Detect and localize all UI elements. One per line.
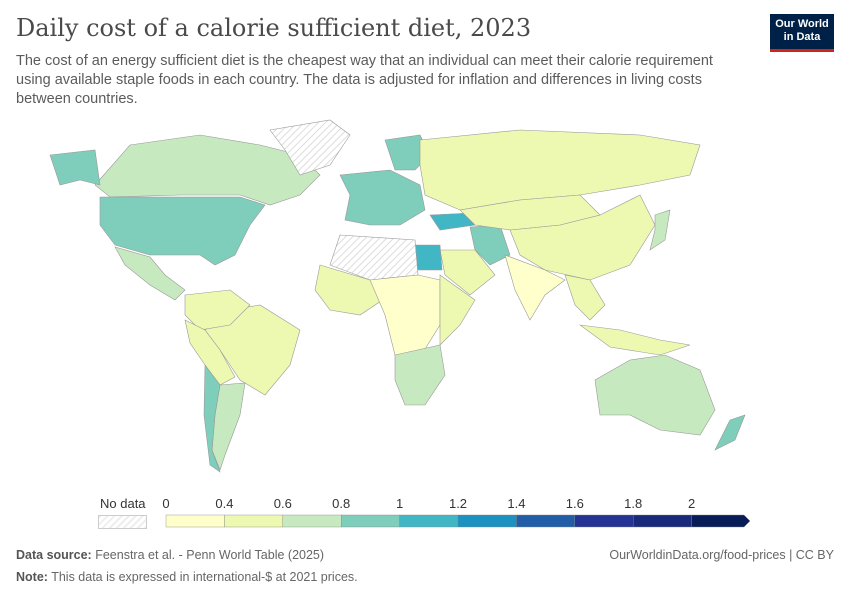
legend-bin-0[interactable] (165, 514, 225, 528)
legend-bin-6[interactable] (516, 514, 576, 528)
legend-tick: 0.4 (215, 496, 234, 511)
legend-tick: 1 (395, 496, 404, 511)
legend-bin-2[interactable] (282, 514, 342, 528)
region-canada[interactable] (94, 134, 321, 206)
legend-bin-8[interactable] (633, 514, 692, 528)
region-chile[interactable] (203, 364, 221, 473)
chart-subtitle: The cost of an energy sufficient diet is… (16, 53, 713, 107)
region-united-states[interactable] (99, 196, 266, 266)
legend-bin-5[interactable] (457, 514, 517, 528)
region-greenland[interactable] (269, 119, 351, 176)
region-mongolia-central-asia[interactable] (459, 194, 601, 231)
legend-tick: 2 (687, 496, 696, 511)
region-western-europe[interactable] (339, 169, 426, 226)
region-india[interactable] (504, 254, 566, 321)
region-new-zealand[interactable] (714, 414, 746, 451)
region-mexico[interactable] (114, 246, 186, 301)
region-japan[interactable] (649, 209, 671, 251)
note: Note: This data is expressed in internat… (16, 570, 358, 584)
world-map[interactable] (0, 115, 850, 495)
legend-tick: 1.6 (565, 496, 584, 511)
region-australia[interactable] (594, 354, 716, 436)
note-label: Note: (16, 570, 48, 584)
source-label: Data source: (16, 548, 92, 562)
region-southeast-asia[interactable] (564, 274, 606, 321)
legend-tick: 0 (162, 496, 170, 511)
legend-tick: 1.2 (448, 496, 468, 511)
legend-bin-1[interactable] (224, 514, 283, 528)
legend-tick: 1.4 (507, 496, 526, 511)
legend-no-data-label: No data (100, 496, 146, 511)
region-alaska[interactable] (49, 149, 101, 186)
legend-bin-3[interactable] (341, 514, 400, 528)
region-indonesia[interactable] (578, 324, 691, 356)
region-east-africa[interactable] (439, 274, 476, 346)
chart-title: Daily cost of a calorie sufficient diet,… (16, 14, 532, 42)
region-russia[interactable] (419, 129, 701, 211)
owid-logo[interactable]: Our World in Data (770, 14, 834, 52)
region-peru-bolivia[interactable] (184, 319, 236, 386)
legend-bin-7[interactable] (574, 514, 634, 528)
source-url[interactable]: OurWorldinData.org/food-prices | CC BY (609, 548, 834, 562)
legend-no-data-swatch (98, 515, 147, 529)
region-southern-africa[interactable] (394, 344, 446, 406)
data-source: Data source: Feenstra et al. - Penn Worl… (16, 548, 324, 562)
note-text: This data is expressed in international-… (51, 570, 358, 584)
legend-tick: 0.8 (332, 496, 351, 511)
legend-bin-9[interactable] (691, 514, 751, 528)
legend-tick: 1.8 (624, 496, 643, 511)
source-text: Feenstra et al. - Penn World Table (2025… (95, 548, 325, 562)
region-arabia[interactable] (439, 249, 496, 296)
region-colombia-venezuela[interactable] (184, 289, 251, 331)
legend-tick: 0.6 (273, 496, 292, 511)
region-central-africa[interactable] (369, 274, 441, 366)
legend-bin-4[interactable] (399, 514, 459, 528)
